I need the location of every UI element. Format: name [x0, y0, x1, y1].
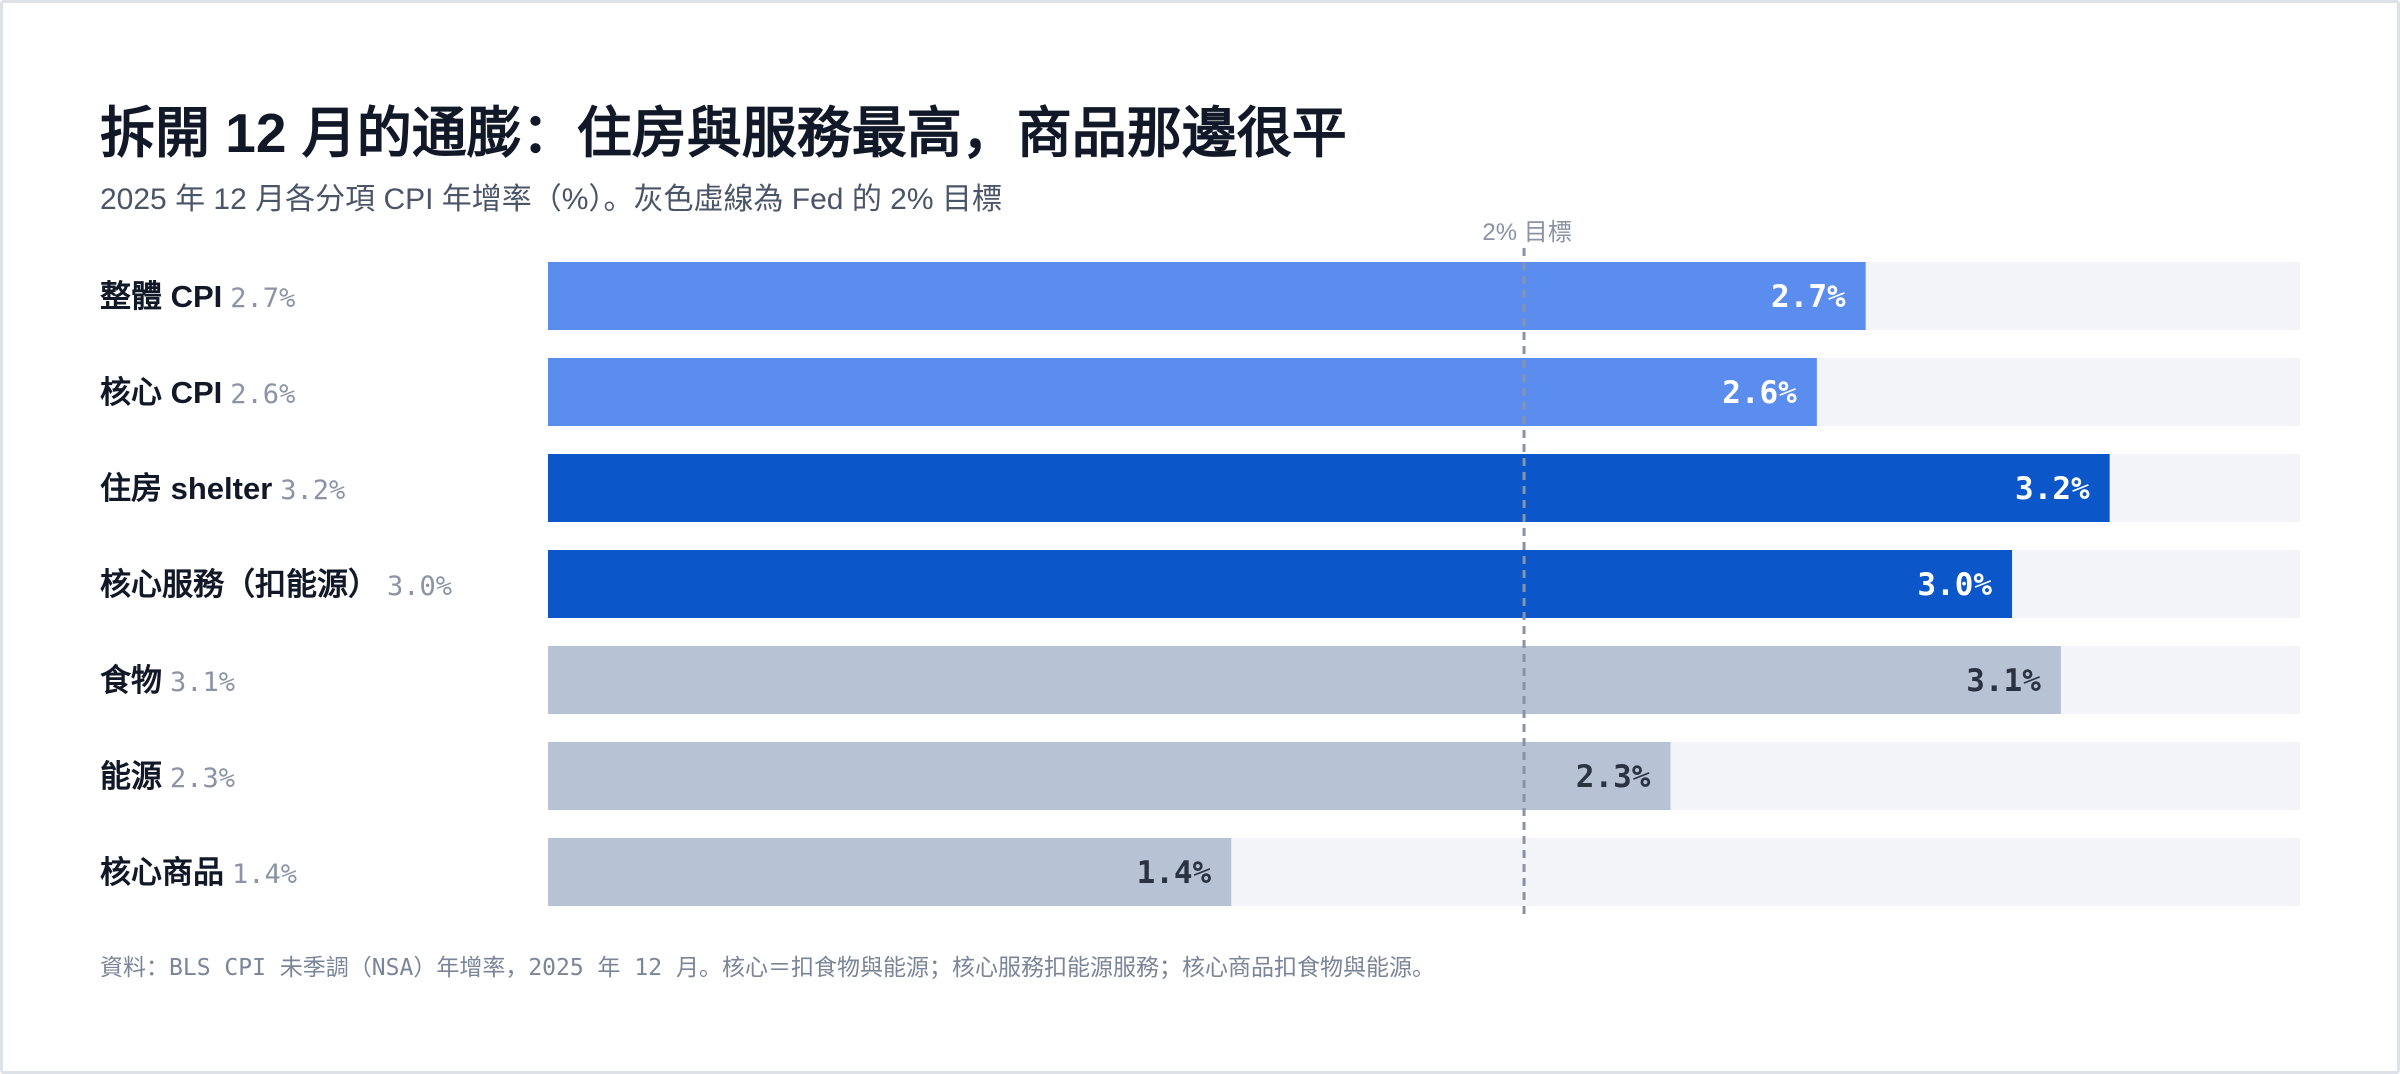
bar-value-label: 3.2% [2015, 471, 2090, 507]
category-label: 核心服務（扣能源） 3.0% [100, 567, 452, 602]
bar-value-label: 2.6% [1722, 375, 1797, 411]
bar-row: 3.2% 住房 shelter 3.2% [100, 454, 2300, 522]
bar-value-label: 3.1% [1966, 663, 2041, 699]
category-value: 3.0% [387, 571, 452, 602]
category-name: 核心商品 [100, 855, 224, 890]
bar-row: 3.1% 食物 3.1% [100, 646, 2300, 714]
bar [548, 742, 1671, 810]
bar [548, 550, 2013, 618]
chart-title: 拆開 12 月的通膨：住房與服務最高，商品那邊很平 [100, 102, 1347, 164]
bar [548, 358, 1817, 426]
bar-row: 2.3% 能源 2.3% [100, 742, 2300, 810]
bar [548, 262, 1866, 330]
category-value: 2.3% [170, 763, 235, 794]
category-value: 3.2% [280, 475, 345, 506]
bar-row: 3.0% 核心服務（扣能源） 3.0% [100, 550, 2300, 618]
bar [548, 838, 1232, 906]
category-name: 整體 CPI [100, 279, 222, 314]
category-label: 核心 CPI 2.6% [100, 375, 295, 410]
category-value: 2.6% [230, 379, 295, 410]
category-label: 核心商品 1.4% [100, 855, 297, 890]
category-label: 住房 shelter 3.2% [100, 471, 345, 506]
bar-row: 2.6% 核心 CPI 2.6% [100, 358, 2300, 426]
category-name: 核心服務（扣能源） [100, 567, 379, 602]
category-label: 能源 2.3% [100, 759, 235, 794]
bar-value-label: 3.0% [1917, 567, 1992, 603]
bar [548, 454, 2110, 522]
category-value: 3.1% [170, 667, 235, 698]
category-value: 2.7% [230, 283, 295, 314]
category-label: 整體 CPI 2.7% [100, 279, 295, 314]
bar-row: 2.7% 整體 CPI 2.7% [100, 262, 2300, 330]
category-name: 食物 [100, 663, 162, 698]
category-name: 住房 shelter [100, 471, 272, 506]
target-reference-layer: 2% 目標 [1482, 219, 1572, 918]
bar [548, 646, 2061, 714]
bars-layer: 2.7%整體 CPI 2.7%2.6%核心 CPI 2.6%3.2%住房 shelt… [100, 262, 2300, 906]
bar-value-label: 2.3% [1576, 759, 1651, 795]
target-line-label: 2% 目標 [1482, 219, 1571, 246]
category-value: 1.4% [232, 859, 297, 890]
category-name: 能源 [100, 759, 162, 794]
bar-value-label: 1.4% [1137, 855, 1212, 891]
category-name: 核心 CPI [100, 375, 222, 410]
chart-subtitle: 2025 年 12 月各分項 CPI 年增率（%）。灰色虛線為 Fed 的 2%… [100, 183, 1002, 216]
bar-row: 1.4% 核心商品 1.4% [100, 838, 2300, 906]
source-note: 資料：BLS CPI 未季調（NSA）年增率，2025 年 12 月。核心＝扣食… [100, 955, 1435, 981]
category-label: 食物 3.1% [100, 663, 235, 698]
bar-value-label: 2.7% [1771, 279, 1846, 315]
